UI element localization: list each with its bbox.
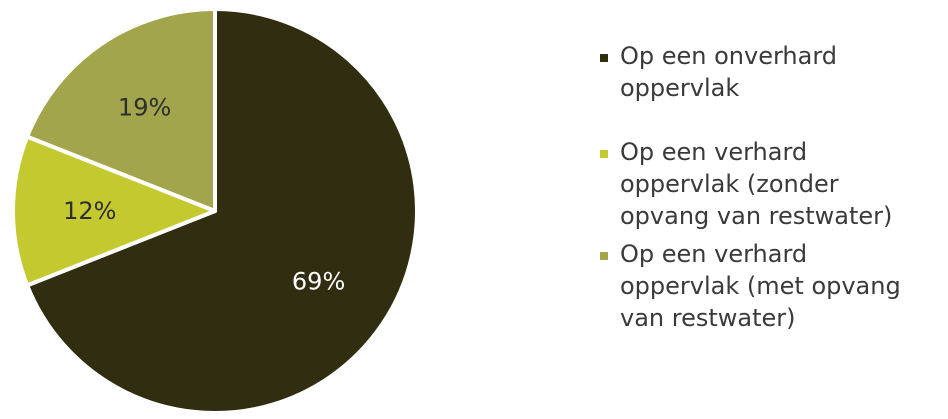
legend-text-line: Op een onverhard xyxy=(620,42,838,70)
legend-text-line: Op een verhard xyxy=(620,240,808,268)
legend-marker-verhard-met-opvang xyxy=(600,252,608,260)
legend-marker-onverhard xyxy=(600,54,608,62)
pie-plot-area: 69% 12% 19% xyxy=(11,7,419,415)
chart-legend: Op een onverhard oppervlak Op een verhar… xyxy=(596,40,948,366)
pie-slice-label: 69% xyxy=(292,267,345,295)
legend-text-line: oppervlak xyxy=(620,74,740,102)
legend-item-onverhard: Op een onverhard oppervlak xyxy=(596,40,948,104)
legend-item-verhard-met-opvang: Op een verhard oppervlak (met opvang van… xyxy=(596,238,948,334)
pie-slice-onverhard xyxy=(25,7,419,415)
legend-text-line: Op een verhard xyxy=(620,138,808,166)
legend-item-verhard-zonder-opvang: Op een verhard oppervlak (zonder opvang … xyxy=(596,136,948,232)
legend-text-line: van restwater) xyxy=(620,304,796,332)
pie-slice-verhard-met-opvang xyxy=(25,7,217,213)
legend-text-line: opvang van restwater) xyxy=(620,202,893,230)
pie-slice-label: 12% xyxy=(63,197,116,225)
pie-slice-label: 19% xyxy=(118,93,171,121)
legend-text-line: oppervlak (met opvang xyxy=(620,272,901,300)
pie-slice-verhard-zonder-opvang xyxy=(11,134,217,288)
legend-marker-verhard-zonder-opvang xyxy=(600,150,608,158)
legend-text-line: oppervlak (zonder xyxy=(620,170,839,198)
